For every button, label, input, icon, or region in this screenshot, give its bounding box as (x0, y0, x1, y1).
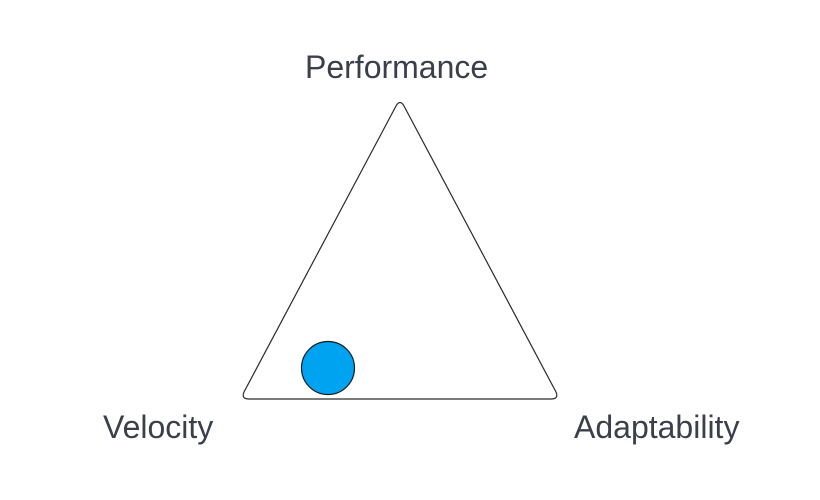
position-marker[interactable] (300, 340, 356, 396)
vertex-label-performance: Performance (305, 49, 489, 85)
tradeoff-triangle (242, 101, 558, 400)
vertex-label-velocity: Velocity (103, 409, 214, 445)
vertex-label-adaptability: Adaptability (574, 409, 740, 445)
